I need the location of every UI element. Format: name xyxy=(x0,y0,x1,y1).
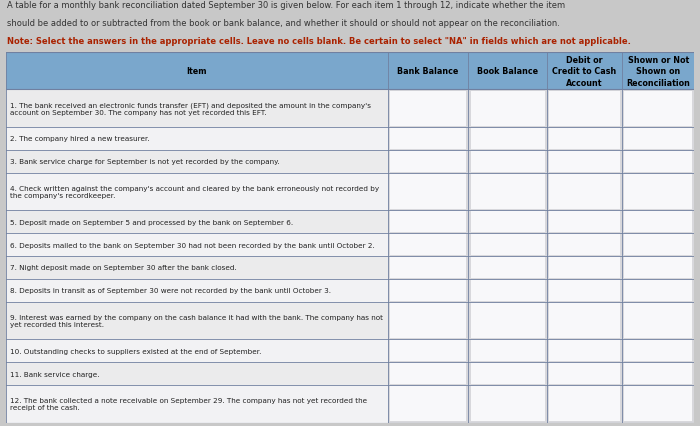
Bar xyxy=(624,212,692,233)
Bar xyxy=(470,280,545,301)
Bar xyxy=(6,256,388,279)
Text: 9. Interest was earned by the company on the cash balance it had with the bank. : 9. Interest was earned by the company on… xyxy=(10,314,383,327)
Bar xyxy=(6,233,388,256)
Bar xyxy=(624,129,692,150)
Bar xyxy=(470,386,545,421)
Bar xyxy=(549,174,620,210)
Bar xyxy=(6,362,388,385)
Bar xyxy=(549,235,620,255)
Bar xyxy=(390,152,466,172)
Bar xyxy=(390,280,466,301)
Bar xyxy=(470,235,545,255)
Bar xyxy=(390,386,466,421)
Bar xyxy=(6,90,388,128)
Text: Book Balance: Book Balance xyxy=(477,67,538,76)
Bar xyxy=(549,129,620,150)
Bar xyxy=(390,91,466,127)
Bar xyxy=(624,341,692,361)
Bar xyxy=(549,363,620,384)
Text: 10. Outstanding checks to suppliers existed at the end of September.: 10. Outstanding checks to suppliers exis… xyxy=(10,348,261,354)
Bar xyxy=(624,303,692,338)
Text: 4. Check written against the company's account and cleared by the bank erroneous: 4. Check written against the company's a… xyxy=(10,185,379,199)
Text: 1. The bank received an electronic funds transfer (EFT) and deposited the amount: 1. The bank received an electronic funds… xyxy=(10,102,371,116)
Text: 3. Bank service charge for September is not yet recorded by the company.: 3. Bank service charge for September is … xyxy=(10,159,279,165)
Bar xyxy=(470,174,545,210)
Bar xyxy=(549,212,620,233)
Text: 7. Night deposit made on September 30 after the bank closed.: 7. Night deposit made on September 30 af… xyxy=(10,265,237,271)
Bar xyxy=(470,152,545,172)
Bar xyxy=(6,385,388,423)
Bar xyxy=(6,173,388,211)
Bar xyxy=(624,363,692,384)
Bar xyxy=(624,91,692,127)
Bar xyxy=(624,174,692,210)
Bar xyxy=(390,212,466,233)
Bar xyxy=(6,128,388,150)
Bar xyxy=(470,91,545,127)
Bar xyxy=(624,152,692,172)
Text: A table for a monthly bank reconciliation dated September 30 is given below. For: A table for a monthly bank reconciliatio… xyxy=(7,1,565,10)
Bar xyxy=(549,386,620,421)
Bar xyxy=(470,129,545,150)
Bar xyxy=(6,302,388,340)
Bar xyxy=(390,257,466,278)
Bar xyxy=(470,212,545,233)
Text: Shown or Not
Shown on
Reconciliation: Shown or Not Shown on Reconciliation xyxy=(626,56,690,87)
Bar xyxy=(549,303,620,338)
Bar xyxy=(549,341,620,361)
Bar xyxy=(624,386,692,421)
Bar xyxy=(390,235,466,255)
Bar xyxy=(549,280,620,301)
Text: Debit or
Credit to Cash
Account: Debit or Credit to Cash Account xyxy=(552,56,617,87)
Text: 5. Deposit made on September 5 and processed by the bank on September 6.: 5. Deposit made on September 5 and proce… xyxy=(10,219,293,225)
Bar xyxy=(624,235,692,255)
Bar xyxy=(6,211,388,233)
Bar xyxy=(470,257,545,278)
Bar xyxy=(390,129,466,150)
Text: 11. Bank service charge.: 11. Bank service charge. xyxy=(10,371,99,377)
Bar xyxy=(6,279,388,302)
Text: Bank Balance: Bank Balance xyxy=(398,67,459,76)
Bar xyxy=(624,257,692,278)
Bar xyxy=(6,150,388,173)
Bar xyxy=(390,363,466,384)
Bar xyxy=(549,152,620,172)
Bar xyxy=(6,340,388,362)
Bar xyxy=(470,341,545,361)
Bar xyxy=(6,53,694,90)
Text: Item: Item xyxy=(186,67,207,76)
Text: 8. Deposits in transit as of September 30 were not recorded by the bank until Oc: 8. Deposits in transit as of September 3… xyxy=(10,288,330,294)
Bar xyxy=(549,257,620,278)
Bar xyxy=(549,91,620,127)
Bar xyxy=(390,341,466,361)
Text: 2. The company hired a new treasurer.: 2. The company hired a new treasurer. xyxy=(10,136,149,142)
Text: should be added to or subtracted from the book or bank balance, and whether it s: should be added to or subtracted from th… xyxy=(7,19,560,28)
Bar xyxy=(390,174,466,210)
Bar xyxy=(624,280,692,301)
Text: Note: Select the answers in the appropriate cells. Leave no cells blank. Be cert: Note: Select the answers in the appropri… xyxy=(7,37,631,46)
Bar xyxy=(390,303,466,338)
Bar xyxy=(470,363,545,384)
Bar xyxy=(470,303,545,338)
Text: 6. Deposits mailed to the bank on September 30 had not been recorded by the bank: 6. Deposits mailed to the bank on Septem… xyxy=(10,242,374,248)
Text: 12. The bank collected a note receivable on September 29. The company has not ye: 12. The bank collected a note receivable… xyxy=(10,397,367,410)
